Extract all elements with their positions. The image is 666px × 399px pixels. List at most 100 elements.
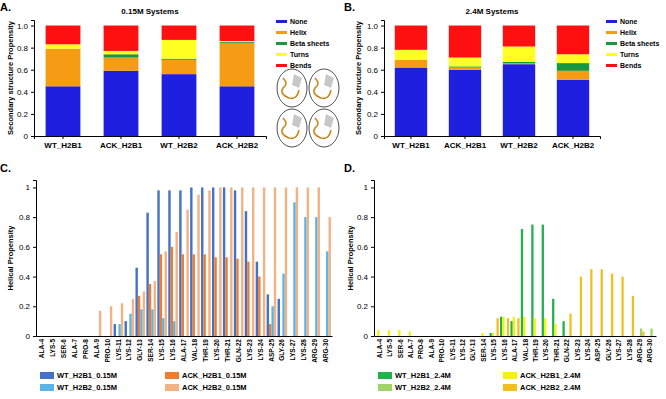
bar [140, 309, 142, 336]
legend-entry: Beta sheets [606, 40, 659, 47]
bar [528, 336, 530, 337]
bar [557, 336, 559, 337]
bar [184, 336, 186, 337]
tick: 0 [24, 132, 34, 141]
legend-entry: Turns [606, 51, 639, 58]
bar [307, 187, 309, 336]
bar [502, 317, 504, 336]
bar [496, 318, 498, 336]
tick: LYS-28 [626, 336, 633, 360]
bar-segment [46, 26, 81, 45]
tick: 0.2 [367, 110, 384, 119]
bar [168, 190, 170, 336]
tick-label: LYS-23 [574, 339, 581, 361]
bar [239, 336, 241, 337]
bar-segment [449, 58, 481, 67]
legend-swatch [276, 42, 287, 45]
tick-label: 0.2 [19, 302, 31, 311]
tick-mark [33, 217, 36, 218]
bar-segment [46, 49, 81, 87]
tick-label: LYS-24 [584, 339, 591, 361]
bar [385, 336, 387, 337]
tick-label: ALA-4 [376, 339, 383, 359]
tick: GLY-26 [605, 336, 612, 361]
bar-segment [503, 64, 535, 136]
bar [125, 321, 127, 336]
bar [463, 336, 465, 337]
axis-line [35, 137, 267, 140]
legend-swatch [606, 42, 617, 45]
tick: LYS-5 [386, 336, 393, 357]
tick-label: LYS-27 [615, 339, 622, 361]
legend-label: None [290, 18, 308, 25]
bar [542, 225, 544, 336]
bar-segment [557, 71, 589, 80]
bar [116, 336, 118, 337]
tick-label: 0.2 [17, 110, 29, 119]
tick: LYS-27 [615, 336, 622, 360]
bar [567, 336, 569, 337]
tick: 0.6 [17, 66, 34, 75]
axis-line [385, 137, 601, 140]
bar [455, 336, 457, 337]
bar [318, 187, 320, 336]
bar [521, 229, 523, 336]
tick-label: ACK_H2B1 [444, 141, 487, 150]
tick-mark [31, 136, 34, 137]
bar [324, 336, 326, 337]
tick: ALA-17 [511, 336, 518, 362]
bar [406, 336, 408, 337]
tick-mark [371, 306, 374, 307]
tick: GLY-13 [469, 336, 476, 361]
bar [299, 336, 301, 337]
tick: 0.4 [17, 88, 34, 97]
bar [569, 314, 571, 336]
tick-label: SER-6 [60, 339, 67, 359]
tick: GLN-22 [235, 336, 242, 362]
tick-label: 0.2 [367, 110, 379, 119]
legend-label: Turns [290, 51, 309, 58]
tick: ALA-9 [428, 336, 435, 358]
axis-title: Secondary structure Propensity [354, 20, 363, 135]
x-axis: WT_H2B1ACK_H2B1WT_H2B2ACK_H2B2 [385, 136, 601, 150]
tick-label: ALA-9 [428, 339, 435, 359]
tick-label: ALA-7 [407, 339, 414, 359]
tick-mark [31, 26, 34, 27]
tick: 0.8 [367, 44, 384, 53]
tick-label: LYS-15 [490, 339, 497, 361]
bar [138, 296, 140, 336]
legend-label: Helix [620, 29, 637, 36]
bar-segment [449, 68, 481, 70]
bar [39, 336, 41, 337]
bar [179, 190, 181, 336]
legend-entry: Helix [276, 29, 307, 36]
bar [72, 336, 74, 337]
bar [419, 336, 421, 337]
axis-title: Helical Propensity [6, 225, 15, 291]
bar [534, 318, 536, 336]
legend-label: Bends [620, 62, 642, 69]
legend-entry: ACK_H2B1_2.4M [503, 371, 580, 380]
legend-swatch [503, 384, 517, 391]
tick-label: GLY-13 [469, 339, 476, 361]
bar-segment [220, 26, 255, 41]
bar [421, 336, 423, 337]
bar [326, 251, 328, 336]
tick: WT_H2B1 [392, 136, 430, 150]
bar [481, 333, 483, 336]
bar [549, 336, 551, 337]
tick: WT_H2B2 [160, 136, 198, 150]
bar [538, 336, 540, 337]
tick-label: ARG-30 [322, 339, 329, 363]
tick-label: ASP-25 [268, 339, 275, 362]
bar [296, 187, 298, 336]
bar [55, 336, 57, 337]
bar [256, 262, 258, 336]
tick-label: LYS-20 [542, 339, 549, 361]
tick-label: LYS-12 [459, 339, 466, 361]
bar [615, 336, 617, 337]
bar [494, 336, 496, 337]
tick: THR-21 [224, 336, 231, 362]
bar [458, 336, 460, 337]
tick-label: ACK_H2B2 [552, 141, 595, 150]
